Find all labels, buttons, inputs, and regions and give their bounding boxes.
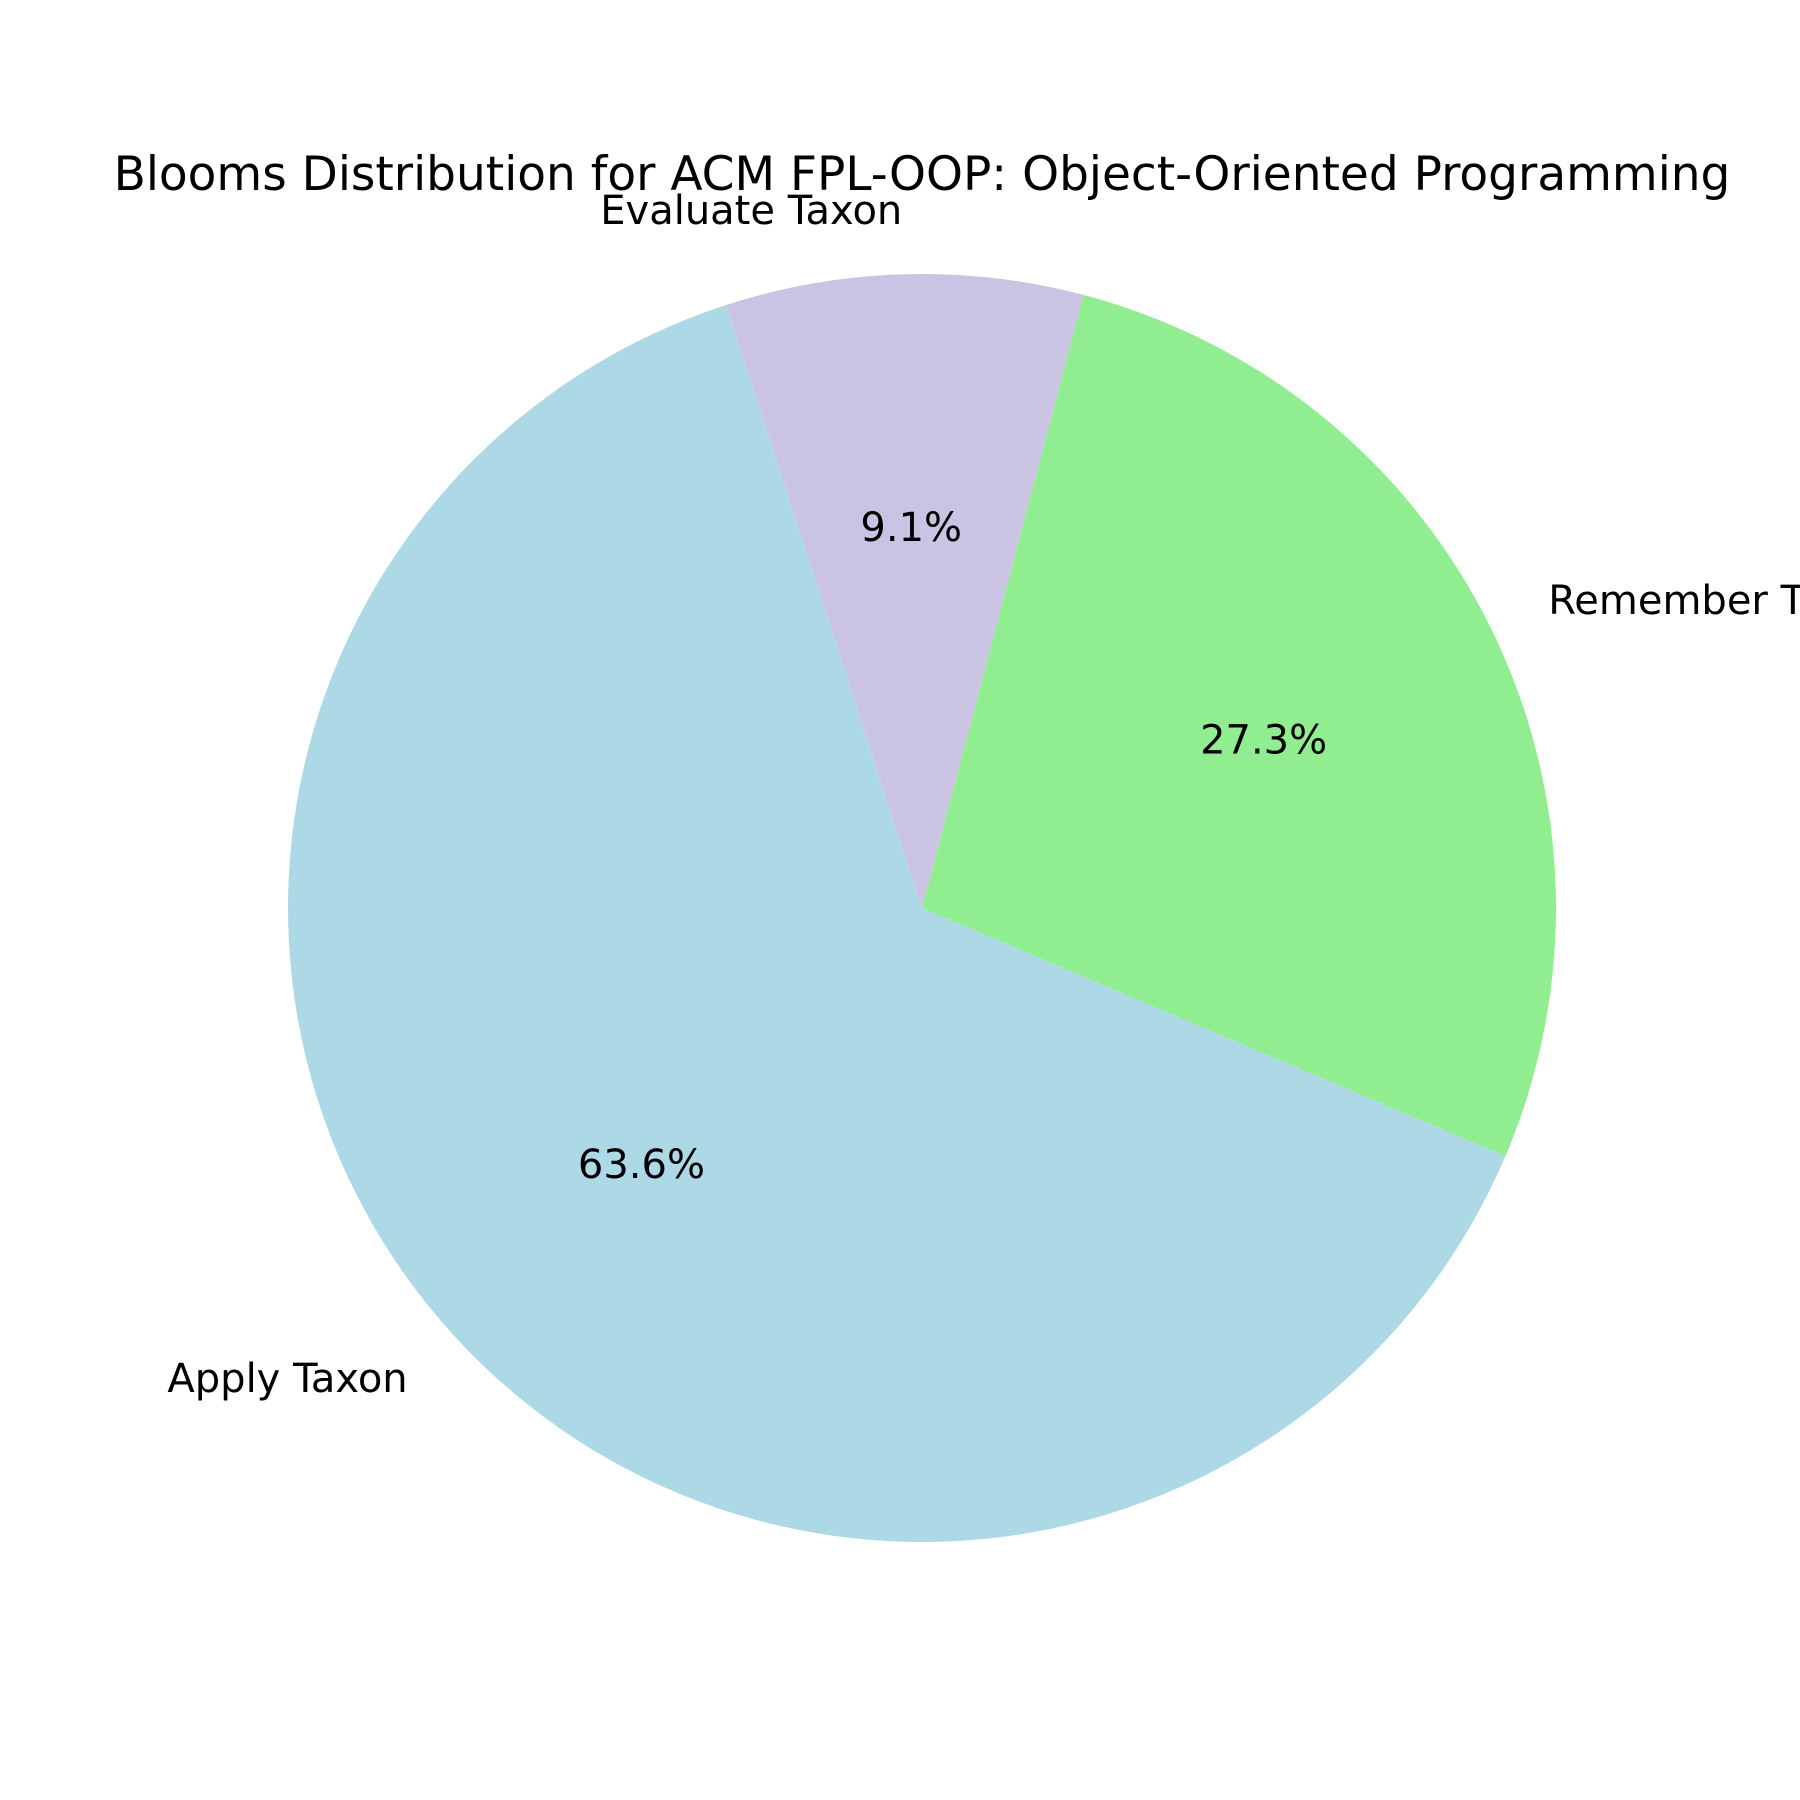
pie-slices: [287, 274, 1556, 1543]
pie-slice-evaluate-taxon: [726, 274, 1084, 909]
slice-label: Remember Taxon: [1548, 578, 1800, 624]
slice-label: Apply Taxon: [167, 1356, 407, 1402]
slice-percentage-label: 27.3%: [1200, 718, 1327, 764]
pie-labels: Apply Taxon 63.6% Remember Taxon 27.3% Evalu…: [167, 188, 1800, 1402]
slice-percentage-label: 63.6%: [578, 1142, 705, 1188]
pie-slice-apply-taxon: [287, 305, 1506, 1543]
slice-percentage-label: 9.1%: [860, 505, 962, 551]
slice-label: Evaluate Taxon: [600, 188, 902, 234]
pie-slice-remember-taxon: [922, 294, 1556, 1157]
chart-title: Blooms Distribution for ACM FPL-OOP: Obj…: [114, 147, 1731, 202]
